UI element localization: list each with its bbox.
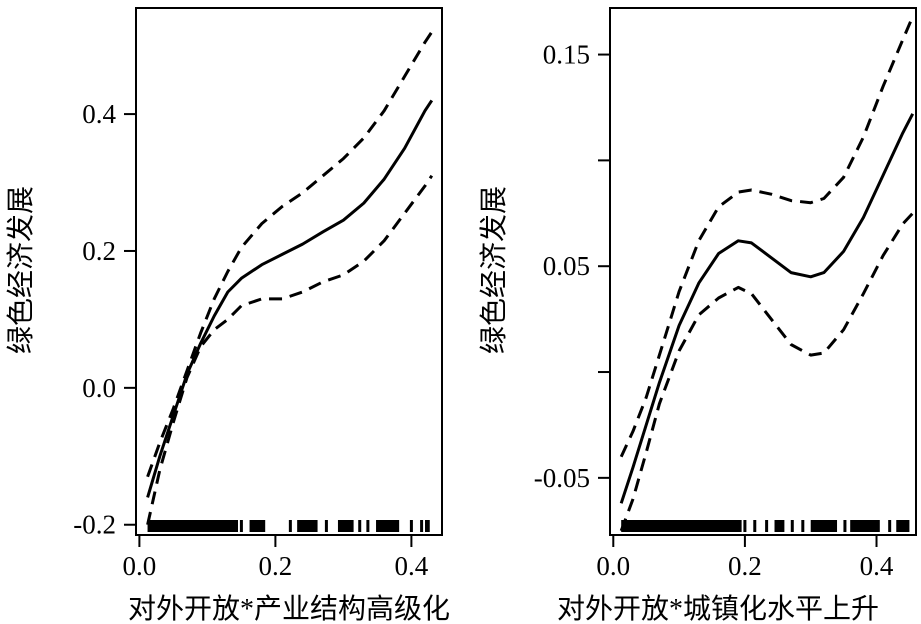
rug-segment [810, 520, 838, 532]
plot-frame [135, 7, 443, 536]
x-axis-title: 对外开放*产业结构高级化 [128, 593, 450, 624]
y-axis-title: 绿色经济发展 [5, 186, 37, 354]
x-tick-label: 0.2 [728, 551, 762, 581]
lower-confidence-band [146, 174, 434, 526]
rug-segment [337, 520, 354, 532]
rug-segment [376, 520, 400, 532]
rug-segment [621, 520, 742, 532]
fitted-curve [146, 99, 434, 498]
rug-marks [147, 520, 430, 532]
curves [619, 15, 915, 532]
x-axis: 0.0 0.2 0.4 [596, 535, 894, 581]
y-axis: -0.2 0.0 0.2 0.4 [73, 99, 136, 540]
rug-mark [420, 520, 424, 532]
rug-segment [896, 520, 910, 532]
upper-confidence-band [146, 31, 434, 478]
rug-marks [621, 520, 910, 532]
y-tick-label: 0.05 [543, 251, 590, 281]
rug-segment [774, 520, 785, 532]
x-tick-label: 0.4 [395, 551, 429, 581]
x-axis-title: 对外开放*城镇化水平上升 [557, 593, 879, 624]
rug-segment [249, 520, 266, 532]
lower-confidence-band [619, 212, 914, 532]
rug-segment [147, 520, 238, 532]
y-tick-label: 0.4 [82, 99, 116, 129]
x-tick-label: 0.2 [259, 551, 293, 581]
rug-mark [358, 520, 362, 532]
rug-mark [239, 520, 243, 532]
y-tick-label: -0.2 [73, 510, 116, 540]
y-axis: -0.05 0.05 0.15 [534, 40, 610, 493]
rug-segment [850, 520, 880, 532]
rug-mark [366, 520, 370, 532]
y-tick-label: 0.15 [543, 40, 590, 70]
x-tick-label: 0.0 [123, 551, 157, 581]
rug-mark [790, 520, 794, 532]
rug-mark [743, 520, 747, 532]
rug-segment [425, 520, 430, 532]
rug-mark [288, 520, 292, 532]
rug-mark [888, 520, 892, 532]
rug-mark [324, 520, 328, 532]
fitted-curve [619, 113, 915, 504]
rug-mark [843, 520, 847, 532]
x-tick-label: 0.4 [860, 551, 894, 581]
x-axis: 0.0 0.2 0.4 [123, 535, 429, 581]
curves [146, 31, 434, 526]
rug-mark [765, 520, 769, 532]
panel-left: -0.20.00.20.4 0.0 0.2 0.4 对外开放*产业结构高级化 绿色经… [5, 7, 450, 624]
plot-frame [609, 7, 917, 536]
y-tick-label: 0.2 [82, 236, 116, 266]
rug-mark [753, 520, 757, 532]
y-tick-label: 0.0 [82, 373, 116, 403]
rug-mark [801, 520, 805, 532]
upper-confidence-band [619, 15, 915, 458]
x-tick-label: 0.0 [596, 551, 630, 581]
rug-segment [297, 520, 318, 532]
y-tick-label: -0.05 [534, 463, 590, 493]
panel-right: -0.05 0.05 0.15 0.0 0.2 0.4 对外开放*城镇化水平上升 绿色经… [478, 7, 917, 624]
y-axis-title: 绿色经济发展 [478, 186, 510, 354]
rug-mark [409, 520, 413, 532]
